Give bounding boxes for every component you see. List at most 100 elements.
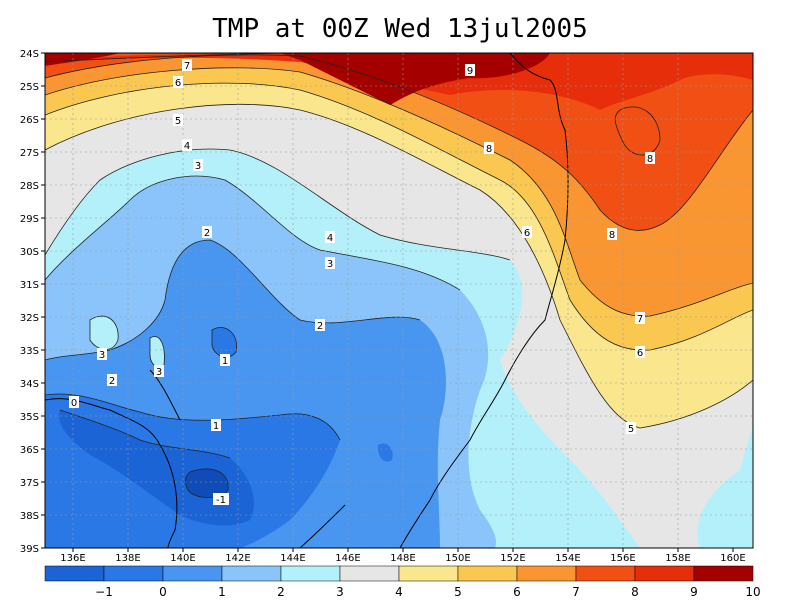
contour-label: 9	[465, 64, 475, 77]
svg-text:2: 2	[109, 376, 115, 387]
svg-text:2: 2	[204, 228, 210, 239]
lon-label: 160E	[720, 553, 745, 564]
colorbar-label: 0	[159, 585, 167, 599]
contour-label: 2	[202, 226, 212, 239]
svg-text:3: 3	[99, 350, 105, 361]
lat-label: 35S	[20, 412, 39, 423]
map-frame	[44, 52, 754, 549]
contour-label: 5	[626, 422, 636, 435]
colorbar-label: −1	[95, 585, 113, 599]
svg-text:3: 3	[195, 161, 201, 172]
lat-label: 32S	[20, 313, 39, 324]
colorbar-segment	[162, 565, 223, 582]
contour-label: 3	[97, 348, 107, 361]
lon-label: 158E	[665, 553, 690, 564]
lon-label: 152E	[500, 553, 525, 564]
colorbar-label: 3	[336, 585, 344, 599]
lon-label: 156E	[610, 553, 635, 564]
lon-label: 146E	[335, 553, 360, 564]
lat-label: 24S	[20, 49, 39, 60]
contour-label: 3	[325, 257, 335, 270]
colorbar-segment	[280, 565, 341, 582]
svg-text:8: 8	[647, 154, 653, 165]
lat-label: 34S	[20, 379, 39, 390]
svg-text:2: 2	[317, 321, 323, 332]
fill-band-10-plus	[280, 53, 550, 105]
contour-label: 0	[69, 396, 79, 409]
contour-label: 6	[173, 76, 183, 89]
contour-label: 8	[607, 228, 617, 241]
colorbar-label: 7	[572, 585, 580, 599]
colorbar-label: 6	[513, 585, 521, 599]
svg-text:1: 1	[213, 421, 219, 432]
lon-label: 144E	[280, 553, 305, 564]
svg-text:4: 4	[327, 233, 333, 244]
lat-label: 27S	[20, 148, 39, 159]
contour-label: 2	[107, 374, 117, 387]
svg-text:6: 6	[524, 228, 530, 239]
lat-label: 33S	[20, 346, 39, 357]
colorbar-segment	[103, 565, 164, 582]
svg-text:5: 5	[628, 424, 634, 435]
lat-label: 38S	[20, 511, 39, 522]
colorbar-label: 2	[277, 585, 285, 599]
svg-text:7: 7	[637, 314, 643, 325]
latitude-labels: 24S 25S 26S 27S 28S 29S 30S 31S 32S 33S 34S 35S 36S 3…	[20, 49, 45, 555]
colorbar-segment	[339, 565, 400, 582]
contour-label: 3	[193, 159, 203, 172]
lon-label: 150E	[445, 553, 470, 564]
svg-text:8: 8	[486, 144, 492, 155]
contour-label: 8	[484, 142, 494, 155]
colorbar-label: 10	[745, 585, 760, 599]
svg-text:3: 3	[156, 367, 162, 378]
lon-label: 140E	[170, 553, 195, 564]
contour-label: -1	[213, 493, 229, 506]
svg-text:1: 1	[222, 356, 228, 367]
contour-label: 8	[645, 152, 655, 165]
contour-label: 5	[173, 114, 183, 127]
lat-label: 39S	[20, 544, 39, 555]
colorbar-segment	[575, 565, 636, 582]
lon-label: 154E	[555, 553, 580, 564]
colorbar-segment	[398, 565, 459, 582]
contour-label: 7	[182, 59, 192, 72]
lat-label: 36S	[20, 445, 39, 456]
lat-label: 26S	[20, 115, 39, 126]
svg-text:4: 4	[184, 141, 190, 152]
lon-label: 138E	[115, 553, 140, 564]
colorbar-label: 1	[218, 585, 226, 599]
lat-label: 30S	[20, 247, 39, 258]
contour-label: 7	[635, 312, 645, 325]
lon-label: 142E	[225, 553, 250, 564]
longitude-labels: 136E 138E 140E 142E 144E 146E 148E 150E 152E 154E…	[60, 548, 746, 564]
colorbar-label: 8	[631, 585, 639, 599]
lat-label: 28S	[20, 181, 39, 192]
filled-contours	[45, 53, 753, 548]
colorbar-segment	[516, 565, 577, 582]
colorbar-segment	[44, 565, 105, 582]
contour-label: 1	[211, 419, 221, 432]
contour-label: 3	[154, 365, 164, 378]
svg-text:-1: -1	[216, 495, 226, 506]
colorbar-segment	[693, 565, 754, 582]
svg-text:9: 9	[467, 66, 473, 77]
contour-label: 6	[522, 226, 532, 239]
colorbar-label: 4	[395, 585, 403, 599]
lat-label: 29S	[20, 214, 39, 225]
svg-text:6: 6	[175, 78, 181, 89]
colorbar-label: 9	[690, 585, 698, 599]
colorbar: −1 0 1 2 3 4 5 6 7 8 9 10	[44, 565, 761, 599]
colorbar-segment	[634, 565, 695, 582]
lon-label: 136E	[60, 553, 85, 564]
svg-text:7: 7	[184, 61, 190, 72]
lat-label: 25S	[20, 82, 39, 93]
contour-label: 6	[635, 346, 645, 359]
contour-label: 2	[315, 319, 325, 332]
svg-text:5: 5	[175, 116, 181, 127]
svg-text:6: 6	[637, 348, 643, 359]
lat-label: 31S	[20, 280, 39, 291]
lat-label: 37S	[20, 478, 39, 489]
lon-label: 148E	[390, 553, 415, 564]
contour-label: 4	[182, 139, 192, 152]
